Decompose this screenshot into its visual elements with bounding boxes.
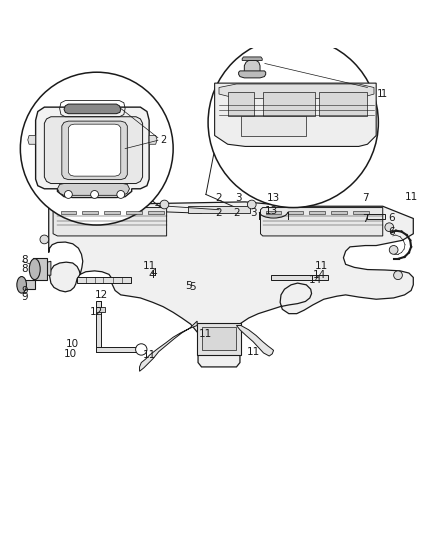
Polygon shape (219, 84, 374, 99)
Text: 11: 11 (199, 329, 212, 339)
Polygon shape (49, 202, 413, 367)
Text: 3: 3 (235, 192, 242, 203)
Polygon shape (272, 275, 328, 280)
Polygon shape (96, 306, 106, 312)
Polygon shape (149, 135, 157, 144)
Circle shape (40, 235, 49, 244)
Text: 1: 1 (377, 89, 384, 99)
Polygon shape (353, 211, 369, 214)
Polygon shape (64, 104, 121, 114)
Text: 12: 12 (95, 290, 108, 300)
Polygon shape (197, 323, 241, 354)
Ellipse shape (29, 259, 40, 280)
Polygon shape (237, 326, 274, 356)
Polygon shape (148, 211, 163, 214)
Text: 11: 11 (247, 346, 261, 357)
Text: 2: 2 (233, 208, 240, 218)
Polygon shape (19, 280, 35, 289)
Polygon shape (53, 207, 166, 236)
Polygon shape (215, 83, 376, 147)
Text: 14: 14 (313, 270, 326, 280)
Polygon shape (57, 183, 130, 195)
Polygon shape (261, 207, 383, 236)
Text: 11: 11 (142, 350, 156, 360)
Text: 4: 4 (148, 270, 155, 280)
Text: 2: 2 (160, 135, 166, 145)
Text: 11: 11 (142, 261, 156, 271)
Text: 3: 3 (251, 208, 257, 218)
Text: 8: 8 (21, 264, 28, 273)
Text: 9: 9 (21, 292, 28, 302)
Polygon shape (104, 211, 120, 214)
Text: 5: 5 (185, 281, 192, 291)
Circle shape (385, 223, 394, 231)
Polygon shape (331, 211, 347, 214)
Circle shape (136, 344, 147, 355)
Polygon shape (201, 327, 237, 350)
Polygon shape (266, 211, 282, 214)
Text: 1: 1 (381, 89, 387, 99)
Polygon shape (309, 211, 325, 214)
Polygon shape (239, 71, 266, 78)
Polygon shape (319, 92, 367, 116)
Circle shape (117, 190, 125, 198)
Text: 2: 2 (215, 192, 223, 203)
Circle shape (91, 190, 99, 198)
Polygon shape (126, 211, 142, 214)
Circle shape (247, 200, 256, 209)
Text: 9: 9 (21, 286, 28, 295)
Polygon shape (244, 60, 260, 72)
Circle shape (394, 271, 403, 280)
Text: 10: 10 (66, 339, 79, 349)
Text: 12: 12 (90, 308, 103, 317)
Polygon shape (188, 206, 250, 213)
Circle shape (389, 246, 398, 254)
Circle shape (64, 190, 72, 198)
Text: 10: 10 (64, 349, 77, 359)
Text: 5: 5 (190, 282, 196, 293)
Polygon shape (62, 121, 127, 180)
Circle shape (208, 37, 378, 207)
Polygon shape (140, 321, 197, 372)
Text: 4: 4 (150, 268, 157, 278)
Polygon shape (228, 92, 254, 116)
Text: 2: 2 (215, 208, 223, 218)
Polygon shape (77, 277, 131, 283)
Polygon shape (35, 107, 149, 198)
Text: 7: 7 (362, 214, 369, 224)
Polygon shape (96, 348, 141, 352)
Text: 11: 11 (315, 261, 328, 271)
Polygon shape (28, 135, 35, 144)
Text: 6: 6 (388, 214, 395, 223)
Text: 11: 11 (404, 192, 418, 201)
Polygon shape (33, 258, 46, 280)
Circle shape (20, 72, 173, 225)
Polygon shape (82, 211, 98, 214)
Text: 8: 8 (21, 255, 28, 265)
Polygon shape (288, 211, 303, 214)
Polygon shape (96, 302, 101, 352)
Text: 14: 14 (308, 274, 321, 285)
Polygon shape (44, 117, 143, 183)
Polygon shape (43, 261, 51, 275)
Polygon shape (263, 92, 315, 116)
Text: 13: 13 (267, 192, 280, 203)
Polygon shape (68, 124, 121, 176)
Circle shape (160, 200, 169, 209)
Text: 7: 7 (362, 192, 369, 203)
Text: 13: 13 (265, 206, 278, 216)
Polygon shape (241, 116, 306, 135)
Polygon shape (242, 57, 262, 60)
Text: 6: 6 (388, 228, 395, 237)
Ellipse shape (17, 277, 26, 293)
Polygon shape (60, 211, 76, 214)
